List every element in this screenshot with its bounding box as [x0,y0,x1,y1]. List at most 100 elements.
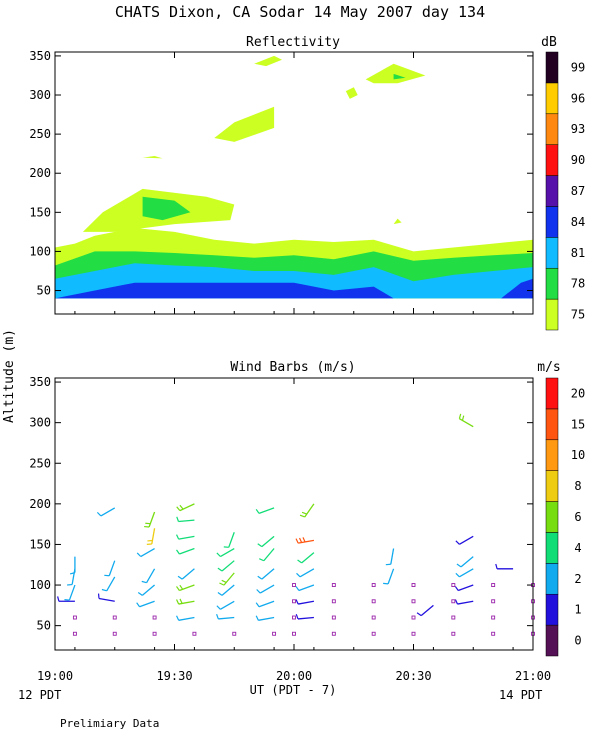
wind-colorbar-unit: m/s [537,360,560,375]
wind-barb [257,535,275,548]
calm-marker [411,615,416,620]
wind-barb [295,584,315,592]
wind-barb [97,593,115,602]
calm-marker [292,615,296,620]
colorbar-label: 1 [574,603,581,617]
colorbar-label: 6 [574,510,581,524]
colorbar-label: 99 [571,60,585,74]
reflectivity-patch-75 [214,106,275,142]
calm-marker [331,583,336,587]
colorbar-swatch [545,113,559,145]
wind-barb [57,596,75,602]
wind-barb [64,584,76,601]
y-tick-label: 250 [29,456,51,470]
y-tick-label: 100 [29,244,51,258]
wind-barb [455,535,474,545]
wind-barb [295,599,315,605]
calm-marker [411,583,416,587]
wind-barb [136,547,155,558]
calm-marker [451,615,456,620]
wind-barb [176,534,195,540]
colorbar-label: 0 [574,634,581,648]
wind-barb [257,568,275,580]
colorbar-swatch [545,593,559,626]
calm-marker [491,599,496,604]
colorbar-swatch [545,624,559,657]
wind-barb [256,584,275,594]
y-tick-label: 350 [29,375,51,389]
reflectivity-patch-75 [345,87,358,99]
wind-barb [176,598,195,605]
colorbar-swatch [545,237,559,269]
wind-barb [455,568,474,578]
x-axis-label: UT (PDT - 7) [250,683,337,697]
calm-marker [411,631,416,636]
wind-barb [144,511,156,528]
calm-marker [112,631,117,636]
colorbar-swatch [545,532,559,564]
calm-marker [72,631,77,636]
wind-barb [385,548,395,566]
wind-barb [216,547,235,558]
y-tick-label: 100 [29,578,51,592]
wind-barb [96,507,116,517]
calm-marker [371,583,376,587]
calm-marker [152,631,157,636]
wind-frame [54,377,534,651]
wind-barb [456,556,474,568]
colorbar-label: 2 [574,572,581,586]
colorbar-label: 78 [571,277,585,291]
calm-marker [292,583,296,587]
wind-barb [295,537,315,544]
colorbar-swatch [545,298,559,331]
wind-barb [295,614,314,620]
colorbar-swatch [545,175,559,207]
wind-barb [296,568,315,578]
wind-barb [141,568,156,584]
wind-barb [176,615,195,621]
calm-marker [331,599,336,604]
y-tick-label: 200 [29,497,51,511]
reflectivity-patch-75 [254,55,282,67]
x-tick-label: 20:30 [395,669,431,683]
wind-barb [217,560,235,572]
calm-marker [371,599,376,604]
y-tick-label: 350 [29,49,51,63]
colorbar-label: 75 [571,308,585,322]
x-tick-label: 19:00 [37,669,73,683]
y-tick-label: 300 [29,88,51,102]
calm-marker [272,631,277,636]
y-tick-label: 300 [29,416,51,430]
calm-marker [411,599,416,604]
wind-barb [383,568,395,585]
reflectivity-title: Reflectivity [246,35,340,50]
calm-marker [192,631,197,636]
calm-marker [491,631,496,636]
wind-barb [176,547,195,555]
wind-barb [495,563,514,570]
calm-marker [292,599,296,604]
wind-barb [255,615,275,621]
right-date-label: 14 PDT [499,688,542,702]
colorbar-swatch [545,51,559,84]
wind-barb [454,584,474,592]
calm-marker [371,631,376,636]
calm-marker [331,615,336,620]
y-tick-label: 250 [29,127,51,141]
wind-barb [176,503,195,512]
colorbar-swatch [545,408,559,441]
calm-marker [331,631,336,636]
calm-marker [451,631,456,636]
wind-barb [216,600,235,610]
figure-title: CHATS Dixon, CA Sodar 14 May 2007 day 13… [115,3,485,21]
calm-marker [232,631,237,636]
colorbar-swatch [545,82,559,115]
left-date-label: 12 PDT [18,688,61,702]
wind-barb [176,584,195,592]
wind-barb [69,556,76,575]
wind-barb [216,614,235,620]
colorbar-label: 84 [571,215,585,229]
wind-barb [219,572,235,586]
wind-barb [67,568,76,586]
calm-marker [451,583,456,587]
